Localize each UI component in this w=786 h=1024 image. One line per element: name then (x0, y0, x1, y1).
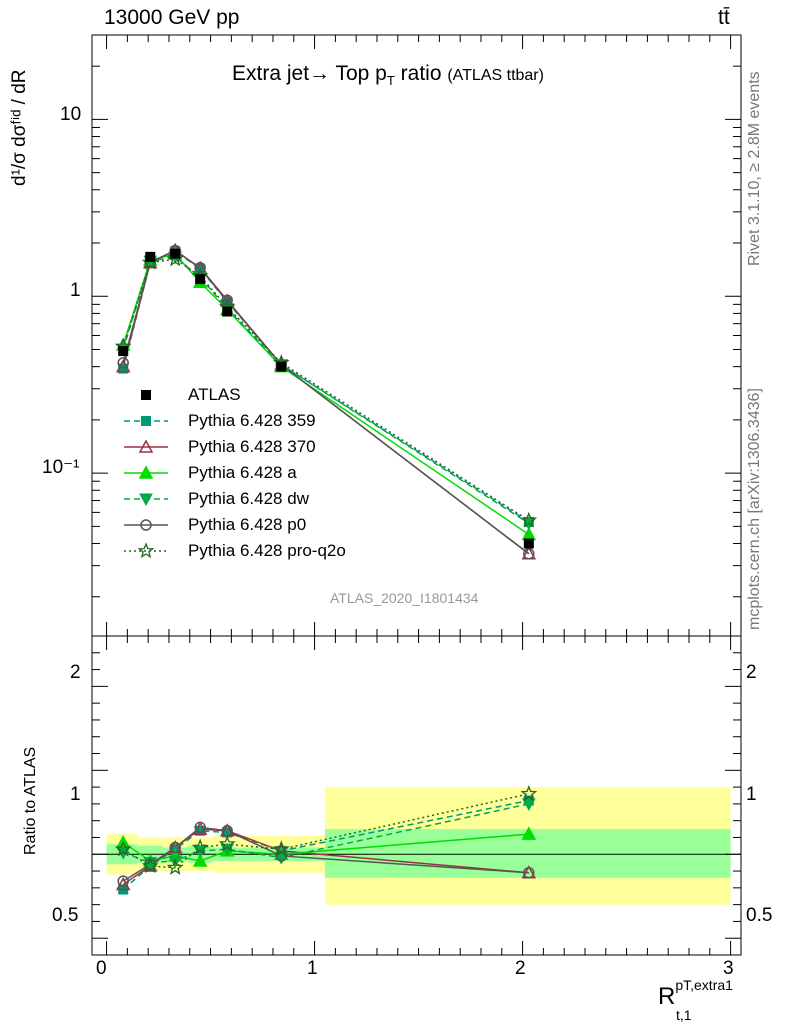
series-line-5 (122, 258, 530, 522)
ratio-tick-label-left-0: 0.5 (52, 905, 79, 926)
ratio-point-4-3 (194, 821, 206, 834)
energy-label: 13000 GeV pp (104, 6, 240, 29)
legend-marker-data (141, 390, 151, 400)
point-4-3 (194, 261, 206, 274)
data-point-4 (222, 306, 233, 317)
point-5-2 (166, 250, 184, 267)
legend-label-3: Pythia 6.428 dw (188, 489, 309, 508)
ratio-point-3-6 (521, 798, 536, 811)
point-0-4 (222, 296, 233, 307)
series-line-2 (122, 253, 530, 536)
legend-marker-1 (138, 439, 154, 453)
ratio-tick-label-left-2: 2 (70, 662, 81, 683)
series-line-0 (122, 250, 530, 523)
data-point-3 (195, 274, 206, 285)
data-point-6 (523, 538, 534, 549)
process-label: tt̄ (718, 6, 730, 29)
legend-label-5: Pythia 6.428 pro-q2o (188, 541, 346, 560)
x-tick-label-1: 1 (307, 958, 318, 979)
ratio-axis-title: Ratio to ATLAS (22, 746, 39, 855)
legend-label-data: ATLAS (188, 385, 241, 404)
series-markers (114, 242, 538, 895)
legend-marker-0 (141, 416, 151, 426)
ratio-point-2-3 (192, 853, 208, 867)
point-4-4 (221, 294, 233, 306)
chart-title: Extra jet→ Top pT ratio (ATLAS ttbar) (232, 62, 544, 89)
legend-marker-3 (139, 493, 153, 507)
x-tick-label-2: 2 (515, 958, 526, 979)
data-point-0 (118, 346, 129, 357)
ratio-point-5-6 (520, 784, 538, 801)
legend-label-0: Pythia 6.428 359 (188, 411, 316, 430)
data-point-1 (145, 251, 156, 262)
legend-label-2: Pythia 6.428 a (188, 463, 297, 482)
point-4-6 (523, 548, 535, 560)
ratio-point-4-6 (523, 866, 535, 879)
legend-marker-5 (137, 542, 155, 559)
y-tick-label-1: 1 (70, 280, 81, 301)
ratio-tick-label-right-1: 1 (746, 784, 757, 805)
ratio-point-5-3 (191, 838, 209, 855)
ratio-point-5-1 (141, 857, 159, 874)
ratio-tick-label-right-2: 2 (746, 662, 757, 683)
rivet-version-label: Rivet 3.1.10, ≥ 2.8M events (746, 71, 763, 266)
legend-label-4: Pythia 6.428 p0 (188, 515, 307, 534)
mcplots-label: mcplots.cern.ch [arXiv:1306.3436] (746, 388, 763, 630)
ratio-point-4-2 (169, 841, 181, 854)
data-point-5 (276, 361, 287, 372)
x-tick-label-3: 3 (723, 958, 734, 979)
ratio-tick-label-right-0: 0.5 (746, 905, 773, 926)
ratio-tick-label-left-1: 1 (70, 784, 81, 805)
x-tick-label-0: 0 (96, 958, 107, 979)
series-line-4 (122, 249, 530, 555)
ratio-point-2-6 (521, 826, 537, 840)
ratio-point-1-3 (192, 821, 208, 835)
ratio-point-0-3 (195, 825, 206, 836)
data-point-2 (170, 248, 181, 259)
legend-marker-2 (138, 465, 154, 479)
ratio-point-1-0 (115, 876, 131, 891)
legend-label-1: Pythia 6.428 370 (188, 437, 316, 456)
x-axis-title: RpT,extra1 t,1 (658, 977, 733, 1023)
legend-markers (124, 390, 168, 559)
point-5-1 (141, 253, 159, 270)
ratio-point-4-0 (117, 875, 129, 887)
ratio-point-5-4 (218, 835, 236, 852)
y-axis-title: d¹/σ dσᶠⁱᵈ / dR (9, 69, 30, 186)
ratio-point-5-0 (114, 840, 132, 857)
ratio-point-0-4 (222, 827, 233, 838)
legend-marker-4 (140, 519, 152, 531)
axis-ticks (92, 34, 741, 955)
ratio-point-5-2 (166, 858, 184, 875)
ratio-point-5-5 (272, 840, 290, 857)
y-tick-label-0: 10⁻¹ (42, 457, 80, 478)
point-5-6 (520, 511, 538, 528)
y-tick-label-2: 10 (60, 104, 82, 125)
ratio-frame (91, 635, 742, 956)
point-4-0 (117, 357, 129, 369)
analysis-watermark: ATLAS_2020_I1801434 (330, 590, 479, 606)
